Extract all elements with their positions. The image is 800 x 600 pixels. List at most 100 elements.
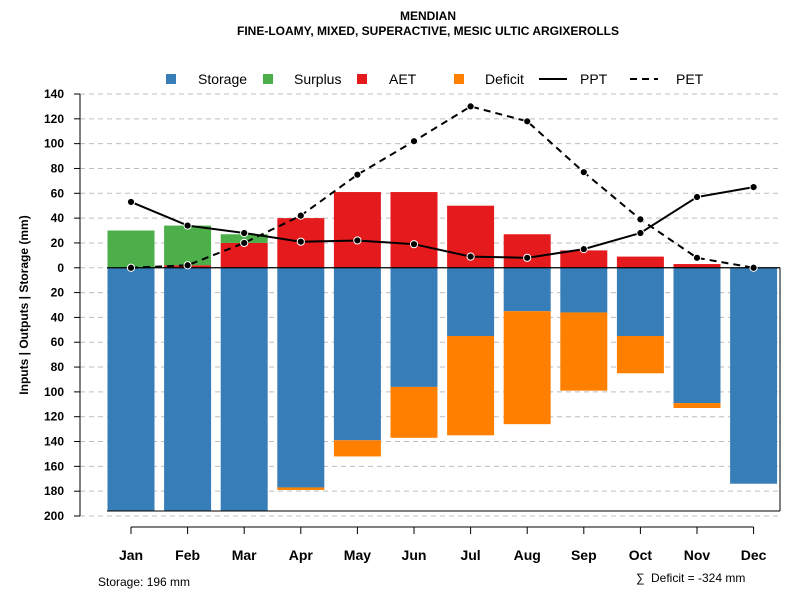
- ppt-point: [692, 192, 702, 202]
- storage-footnote: Storage: 196 mm: [98, 575, 190, 589]
- storage-bar: [220, 267, 268, 512]
- legend-swatch: [263, 74, 273, 84]
- pet-point: [183, 261, 192, 270]
- deficit-bar: [333, 440, 381, 457]
- storage-bar: [447, 267, 495, 337]
- x-tick-label: May: [344, 547, 371, 563]
- y-axis: 1401201008060402002040608010012014016018…: [44, 87, 81, 523]
- x-axis: Jan Feb Mar Apr May Jun Jul Aug Sep Oct Nov Dec: [119, 526, 767, 563]
- bars: [107, 192, 778, 512]
- deficit-bar: [390, 386, 438, 438]
- aet-bar: [503, 234, 551, 268]
- sum-symbol-icon: ∑: [636, 571, 645, 585]
- legend-swatch: [357, 74, 367, 84]
- x-tick-label: Feb: [175, 547, 200, 563]
- ppt-point: [749, 182, 758, 192]
- y-tick-label: 60: [51, 335, 65, 349]
- x-tick-label: Jan: [119, 547, 143, 563]
- deficit-bar: [447, 336, 495, 436]
- storage-bar: [277, 267, 325, 488]
- pet-point: [240, 238, 249, 248]
- aet-bar: [560, 250, 608, 268]
- legend-label: Surplus: [294, 71, 341, 87]
- y-tick-label: 180: [44, 484, 64, 498]
- y-tick-label: 160: [44, 459, 64, 473]
- deficit-footnote: Deficit = -324 mm: [651, 571, 745, 585]
- pet-point: [409, 137, 419, 146]
- ppt-point: [636, 228, 645, 238]
- ppt-point: [240, 228, 249, 238]
- storage-bar: [333, 267, 381, 441]
- aet-bar: [616, 256, 664, 268]
- storage-bar: [164, 267, 212, 512]
- deficit-bar: [503, 311, 551, 425]
- ppt-point: [409, 240, 419, 249]
- y-tick-label: 120: [44, 112, 64, 126]
- y-tick-label: 0: [57, 261, 64, 275]
- aet-bar: [220, 242, 268, 268]
- legend-label: PPT: [580, 71, 608, 87]
- x-tick-label: Jun: [402, 547, 427, 563]
- x-tick-label: Jul: [460, 547, 480, 563]
- deficit-bar: [560, 312, 608, 391]
- pet-point: [353, 170, 362, 179]
- x-tick-label: Aug: [514, 547, 541, 563]
- ppt-point: [126, 197, 136, 207]
- deficit-bar: [277, 487, 325, 490]
- ppt-line: [130, 186, 754, 259]
- legend-label: PET: [676, 71, 704, 87]
- y-axis-title: Inputs | Outputs | Storage (mm): [17, 215, 31, 394]
- y-tick-label: 100: [44, 137, 64, 151]
- storage-bar: [673, 267, 721, 404]
- ppt-point: [296, 237, 305, 246]
- x-tick-label: Sep: [571, 547, 597, 563]
- x-tick-label: Dec: [741, 547, 767, 563]
- surplus-bar: [220, 234, 268, 243]
- y-tick-label: 40: [51, 310, 65, 324]
- x-tick-label: Oct: [629, 547, 653, 563]
- pet-point: [579, 168, 588, 177]
- ppt-point: [523, 253, 532, 262]
- pet-point: [296, 211, 305, 220]
- pet-point: [692, 253, 702, 262]
- pet-line: [130, 105, 754, 269]
- chart-subtitle: FINE-LOAMY, MIXED, SUPERACTIVE, MESIC UL…: [237, 24, 619, 38]
- x-tick-label: Apr: [289, 547, 314, 563]
- deficit-bar: [673, 403, 721, 409]
- x-tick-label: Mar: [232, 547, 257, 563]
- storage-bar: [616, 267, 664, 337]
- legend-swatch: [454, 74, 464, 84]
- pet-point: [126, 263, 136, 272]
- ppt-point: [353, 236, 362, 245]
- pet-point: [749, 263, 758, 272]
- y-tick-label: 60: [51, 186, 65, 200]
- y-tick-label: 80: [51, 161, 65, 175]
- ppt-point: [466, 252, 475, 261]
- pet-point: [636, 215, 645, 224]
- storage-bar: [390, 267, 438, 387]
- legend-label: Storage: [198, 71, 247, 87]
- legend-label: AET: [389, 71, 417, 87]
- storage-bar: [107, 267, 155, 512]
- ppt-point: [579, 245, 588, 254]
- y-tick-label: 140: [44, 87, 64, 101]
- y-tick-label: 20: [51, 286, 65, 300]
- ppt-point: [183, 221, 192, 230]
- aet-bar: [390, 192, 438, 268]
- y-tick-label: 20: [51, 236, 65, 250]
- series-lines: [126, 102, 758, 272]
- y-tick-label: 120: [44, 410, 64, 424]
- legend-swatch: [166, 74, 176, 84]
- storage-bar: [560, 267, 608, 313]
- y-tick-label: 100: [44, 385, 64, 399]
- y-tick-label: 200: [44, 509, 64, 523]
- pet-point: [466, 102, 475, 111]
- y-tick-label: 80: [51, 360, 65, 374]
- y-tick-label: 40: [51, 211, 65, 225]
- deficit-bar: [616, 336, 664, 374]
- surplus-bar: [107, 230, 155, 268]
- legend: Storage Surplus AET Deficit PPT PET: [166, 71, 704, 87]
- storage-bar: [503, 267, 551, 312]
- pet-point: [523, 117, 532, 126]
